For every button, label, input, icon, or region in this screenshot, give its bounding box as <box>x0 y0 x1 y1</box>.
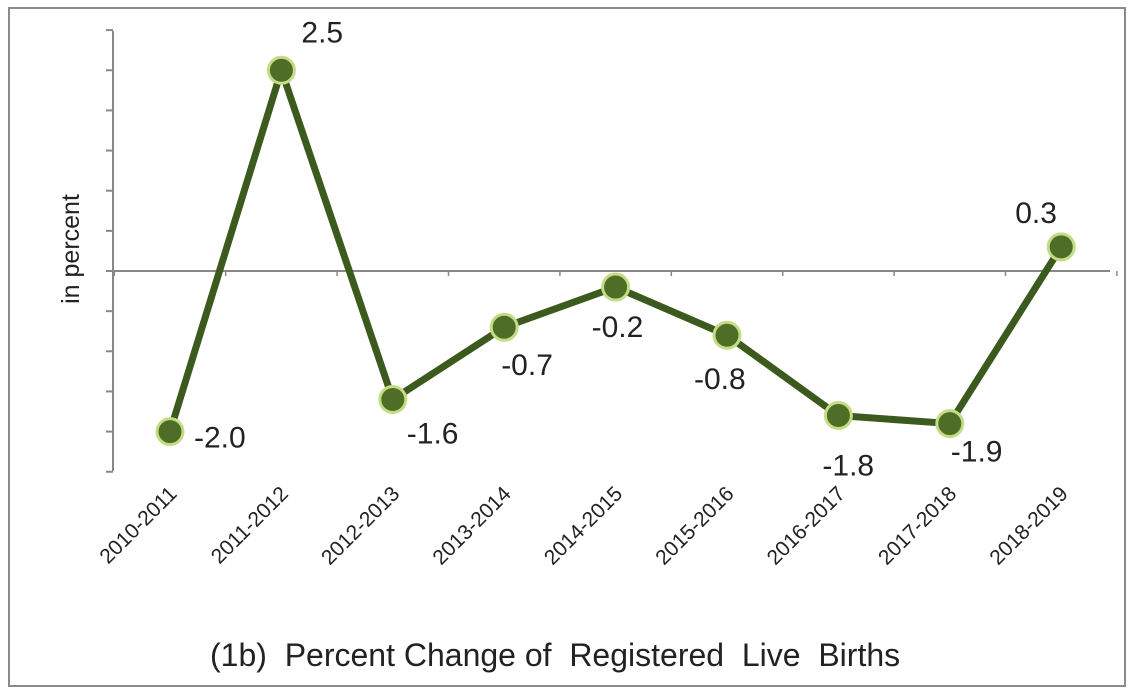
data-point <box>378 384 408 414</box>
chart-frame: -2.0 2.5 -1.6 -0.7 -0.2 -0.8 -1.8 -1.9 0.3 2010-… <box>8 7 1126 687</box>
x-tick-label: 2011-2012 <box>207 482 293 568</box>
axes <box>106 29 1118 473</box>
x-tick-label: 2017-2018 <box>874 482 961 569</box>
data-label: 0.3 <box>1015 197 1057 230</box>
x-tick-label: 2018-2019 <box>985 482 1072 569</box>
chart-title: (1b) Percent Change of Registered Live B… <box>210 637 900 673</box>
data-label: -0.7 <box>501 349 553 382</box>
series-line-path <box>166 66 1065 433</box>
x-tick-label: 2012-2013 <box>317 482 404 569</box>
series-line <box>166 66 1065 433</box>
data-point <box>712 320 742 350</box>
series-markers <box>155 55 1076 447</box>
x-tick-label: 2013-2014 <box>428 482 516 570</box>
line-chart: -2.0 2.5 -1.6 -0.7 -0.2 -0.8 -1.8 -1.9 0.3 2010-… <box>57 16 1118 673</box>
data-label: -2.0 <box>194 422 246 455</box>
data-label: -1.8 <box>822 450 874 483</box>
x-tick-labels: 2010-2011 2011-2012 2012-2013 2013-2014 2014… <box>95 482 1072 570</box>
data-point <box>489 312 519 342</box>
data-point <box>155 417 185 447</box>
x-tick-label: 2010-2011 <box>95 482 181 568</box>
data-point <box>266 55 296 85</box>
data-label: 2.5 <box>301 16 343 49</box>
y-axis-label: in percent <box>57 194 85 304</box>
x-tick-label: 2014-2015 <box>540 482 627 569</box>
data-label: -1.6 <box>407 417 459 450</box>
data-labels: -2.0 2.5 -1.6 -0.7 -0.2 -0.8 -1.8 -1.9 0.3 <box>194 16 1057 482</box>
x-tick-label: 2016-2017 <box>763 482 850 569</box>
data-point <box>1046 232 1076 262</box>
data-point <box>935 409 965 439</box>
data-point <box>601 272 631 302</box>
data-point <box>823 401 853 431</box>
data-label: -1.9 <box>951 436 1003 469</box>
data-label: -0.2 <box>592 311 644 344</box>
data-label: -0.8 <box>694 363 746 396</box>
x-tick-label: 2015-2016 <box>651 482 738 569</box>
